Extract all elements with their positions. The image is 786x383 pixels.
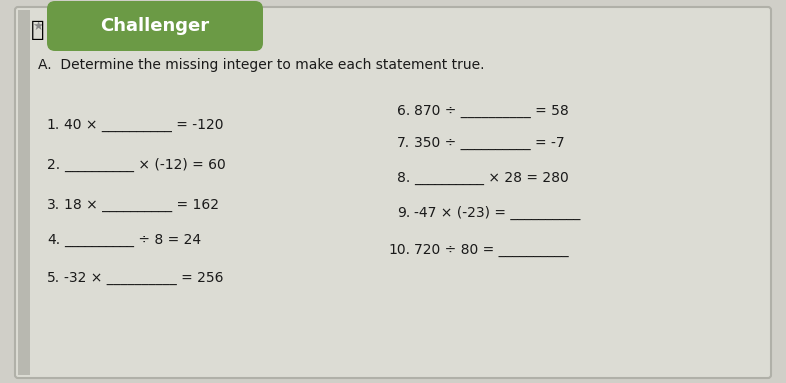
Text: 720 ÷ 80 = __________: 720 ÷ 80 = __________ bbox=[414, 243, 568, 257]
Text: Challenger: Challenger bbox=[101, 17, 210, 35]
FancyBboxPatch shape bbox=[47, 1, 263, 51]
Text: 4.: 4. bbox=[47, 233, 60, 247]
FancyBboxPatch shape bbox=[18, 10, 30, 375]
Text: 2.: 2. bbox=[47, 158, 60, 172]
Text: 18 × __________ = 162: 18 × __________ = 162 bbox=[64, 198, 219, 212]
Text: 5.: 5. bbox=[47, 271, 60, 285]
Text: __________ × (-12) = 60: __________ × (-12) = 60 bbox=[64, 158, 226, 172]
FancyBboxPatch shape bbox=[15, 7, 771, 378]
Text: 🏆: 🏆 bbox=[31, 20, 45, 40]
Text: 9.: 9. bbox=[397, 206, 410, 220]
Text: 6.: 6. bbox=[397, 104, 410, 118]
Text: 870 ÷ __________ = 58: 870 ÷ __________ = 58 bbox=[414, 104, 569, 118]
Text: 3.: 3. bbox=[47, 198, 60, 212]
Text: -47 × (-23) = __________: -47 × (-23) = __________ bbox=[414, 206, 580, 220]
Text: 10.: 10. bbox=[388, 243, 410, 257]
Text: __________ × 28 = 280: __________ × 28 = 280 bbox=[414, 171, 569, 185]
Text: 350 ÷ __________ = -7: 350 ÷ __________ = -7 bbox=[414, 136, 564, 150]
Text: ★: ★ bbox=[32, 20, 44, 33]
Text: __________ ÷ 8 = 24: __________ ÷ 8 = 24 bbox=[64, 233, 201, 247]
Text: 7.: 7. bbox=[397, 136, 410, 150]
Text: A.  Determine the missing integer to make each statement true.: A. Determine the missing integer to make… bbox=[38, 58, 484, 72]
Text: -32 × __________ = 256: -32 × __________ = 256 bbox=[64, 271, 223, 285]
Text: 1.: 1. bbox=[46, 118, 60, 132]
Text: 40 × __________ = -120: 40 × __________ = -120 bbox=[64, 118, 223, 132]
Text: 8.: 8. bbox=[397, 171, 410, 185]
